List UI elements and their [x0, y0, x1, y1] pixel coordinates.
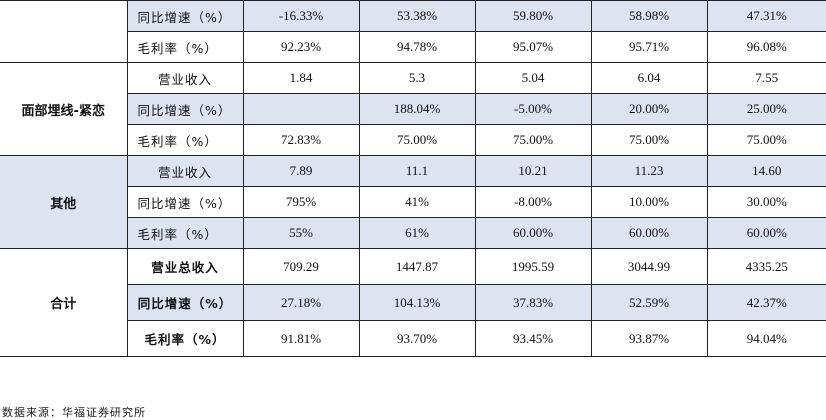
cell: 25.00%: [706, 93, 826, 125]
group-label: 其他: [0, 155, 128, 249]
cell: 60.00%: [474, 217, 592, 249]
cell: 1995.59: [474, 248, 592, 285]
cell: 94.04%: [706, 320, 826, 357]
cell: -16.33%: [242, 0, 360, 32]
cell: 60.00%: [706, 217, 826, 249]
metric-label: 同比增速（%）: [126, 93, 244, 125]
cell: 75.00%: [474, 124, 592, 156]
cell: 95.07%: [474, 31, 592, 63]
table-row: 毛利率（%） 72.83% 75.00% 75.00% 75.00% 75.00…: [0, 124, 826, 156]
cell: 59.80%: [474, 0, 592, 32]
cell: 93.87%: [590, 320, 708, 357]
table-row: 面部埋线-紧恋 营业收入 1.84 5.3 5.04 6.04 7.55: [0, 62, 826, 156]
cell: 3044.99: [590, 248, 708, 285]
cell: 91.81%: [242, 320, 360, 357]
cell: 47.31%: [706, 0, 826, 32]
financial-table: 同比增速（%） -16.33% 53.38% 59.80% 58.98% 47.…: [0, 0, 826, 357]
cell: 75.00%: [706, 124, 826, 156]
cell: 58.98%: [590, 0, 708, 32]
cell: 75.00%: [358, 124, 476, 156]
cell: 60.00%: [590, 217, 708, 249]
table-row: 同比增速（%） -16.33% 53.38% 59.80% 58.98% 47.…: [0, 0, 826, 63]
table-row: 其他 营业收入 7.89 11.1 10.21 11.23 14.60: [0, 155, 826, 249]
cell: 95.71%: [590, 31, 708, 63]
table-row: 合计 营业总收入 709.29 1447.87 1995.59 3044.99 …: [0, 248, 826, 357]
cell: 1.84: [242, 62, 360, 94]
group-label: 合计: [0, 248, 128, 357]
cell: 93.70%: [358, 320, 476, 357]
metric-label: 毛利率（%）: [126, 217, 244, 249]
table-row: 毛利率（%） 55% 61% 60.00% 60.00% 60.00%: [0, 217, 826, 249]
cell: 96.08%: [706, 31, 826, 63]
cell: 5.04: [474, 62, 592, 94]
metric-label: 同比增速（%）: [126, 284, 244, 321]
cell: 10.21: [474, 155, 592, 187]
group-label: 面部埋线-紧恋: [0, 62, 128, 156]
cell: 61%: [358, 217, 476, 249]
cell: 1447.87: [358, 248, 476, 285]
cell: 41%: [358, 186, 476, 218]
group-label: [0, 0, 128, 63]
table-row: 同比增速（%） 188.04% -5.00% 20.00% 25.00%: [0, 93, 826, 125]
cell: 20.00%: [590, 93, 708, 125]
cell: 72.83%: [242, 124, 360, 156]
metric-label: 营业总收入: [126, 248, 244, 285]
cell: 709.29: [242, 248, 360, 285]
cell: -8.00%: [474, 186, 592, 218]
cell: 14.60: [706, 155, 826, 187]
cell: 55%: [242, 217, 360, 249]
cell: 795%: [242, 186, 360, 218]
cell: 92.23%: [242, 31, 360, 63]
table-row: 同比增速（%） 27.18% 104.13% 37.83% 52.59% 42.…: [0, 284, 826, 321]
table-row: 同比增速（%） 795% 41% -8.00% 10.00% 30.00%: [0, 186, 826, 218]
cell: 104.13%: [358, 284, 476, 321]
metric-label: 营业收入: [126, 155, 244, 187]
cell: -5.00%: [474, 93, 592, 125]
cell: 10.00%: [590, 186, 708, 218]
cell: 37.83%: [474, 284, 592, 321]
cell: 75.00%: [590, 124, 708, 156]
cell: 30.00%: [706, 186, 826, 218]
metric-label: 同比增速（%）: [126, 186, 244, 218]
cell: 42.37%: [706, 284, 826, 321]
cell: 52.59%: [590, 284, 708, 321]
table-row: 毛利率（%） 92.23% 94.78% 95.07% 95.71% 96.08…: [0, 31, 826, 63]
metric-label: 毛利率（%）: [126, 320, 244, 357]
cell: 27.18%: [242, 284, 360, 321]
cell: 7.89: [242, 155, 360, 187]
metric-label: 毛利率（%）: [126, 124, 244, 156]
cell: 11.23: [590, 155, 708, 187]
cell: 7.55: [706, 62, 826, 94]
cell: 11.1: [358, 155, 476, 187]
metric-label: 毛利率（%）: [126, 31, 244, 63]
table-row: 毛利率（%） 91.81% 93.70% 93.45% 93.87% 94.04…: [0, 320, 826, 357]
cell: 94.78%: [358, 31, 476, 63]
cell: 5.3: [358, 62, 476, 94]
cell: [242, 93, 360, 125]
cell: 4335.25: [706, 248, 826, 285]
metric-label: 营业收入: [126, 62, 244, 94]
cell: 93.45%: [474, 320, 592, 357]
cell: 53.38%: [358, 0, 476, 32]
cell: 188.04%: [358, 93, 476, 125]
cell: 6.04: [590, 62, 708, 94]
metric-label: 同比增速（%）: [126, 0, 244, 32]
source-note: 数据来源：华福证券研究所: [2, 406, 146, 419]
